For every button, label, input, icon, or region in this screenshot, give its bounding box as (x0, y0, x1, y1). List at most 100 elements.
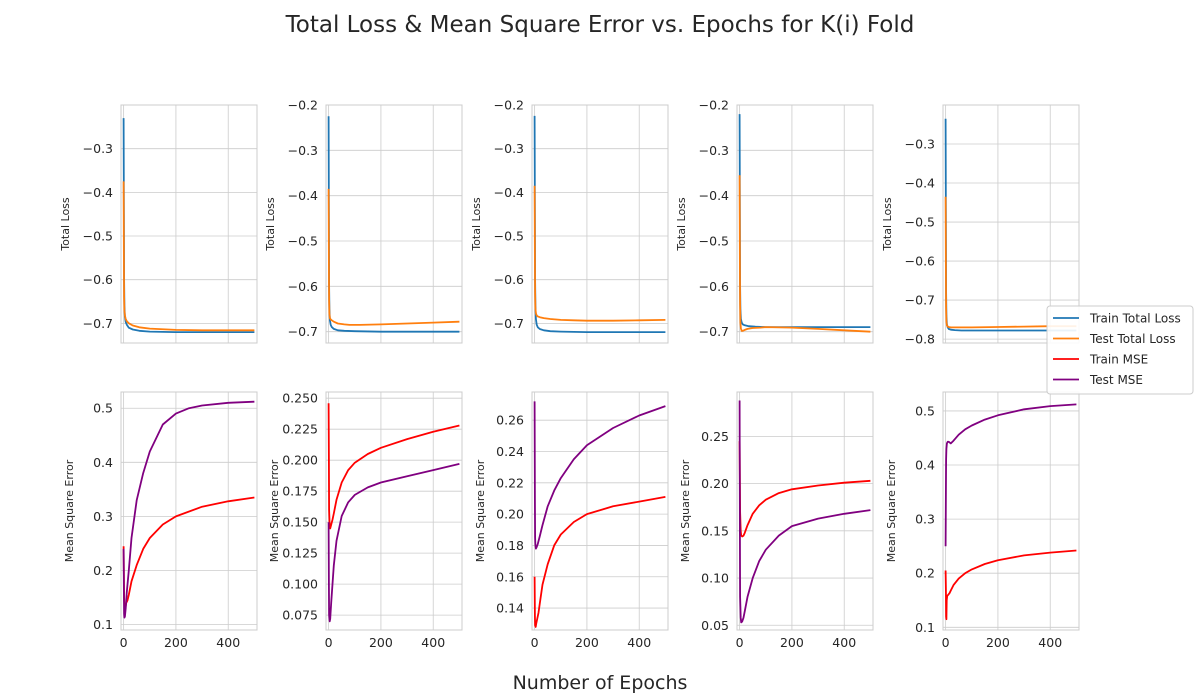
axes-frame (325, 104, 463, 344)
y-tick-label: 0.250 (282, 391, 318, 406)
x-tick-label: 0 (120, 635, 128, 650)
axes-frame (531, 104, 669, 344)
subplot-mse-fold-2: 0.075 0.100 0.125 0.150 0.175 0.200 0.225 0.250… (268, 391, 463, 650)
series-line-test-total-loss (944, 196, 1077, 329)
x-tick-label: 400 (1038, 635, 1062, 650)
y-tick-label: −0.4 (905, 176, 935, 191)
y-axis-label: Total Loss (59, 197, 72, 252)
series-line-test-mse (533, 401, 666, 550)
x-tick-label: 200 (369, 635, 393, 650)
axes-frame (736, 104, 874, 344)
y-tick-label: −0.5 (699, 234, 729, 249)
y-tick-label: −0.7 (494, 316, 524, 331)
legend-box (1046, 305, 1194, 395)
x-tick-label: 0 (736, 635, 744, 650)
x-tick-label: 200 (780, 635, 804, 650)
y-tick-label: −0.3 (905, 137, 935, 152)
figure-title: Total Loss & Mean Square Error vs. Epoch… (285, 12, 915, 38)
y-tick-label: 0.150 (282, 515, 318, 530)
y-tick-label: −0.6 (288, 279, 318, 294)
y-tick-label: −0.7 (905, 293, 935, 308)
y-tick-label: −0.7 (288, 324, 318, 339)
y-tick-label: −0.8 (905, 332, 935, 347)
figure-xlabel: Number of Epochs (513, 672, 688, 694)
series-line-train-mse (533, 496, 666, 628)
y-tick-label: −0.3 (288, 143, 318, 158)
y-tick-label: −0.5 (905, 215, 935, 230)
x-tick-label: 200 (986, 635, 1010, 650)
series-line-train-mse (327, 403, 460, 530)
y-axis-label: Total Loss (470, 197, 483, 252)
y-tick-label: 0.4 (915, 458, 935, 473)
y-tick-label: 0.125 (282, 546, 318, 561)
series-line-train-total-loss (122, 118, 255, 334)
y-tick-label: −0.7 (83, 316, 113, 331)
axes-frame (531, 391, 669, 631)
y-tick-label: −0.6 (83, 272, 113, 287)
y-tick-label: −0.5 (83, 229, 113, 244)
y-tick-label: 0.225 (282, 422, 318, 437)
legend-label: Test MSE (1089, 373, 1143, 387)
series-line-train-mse (944, 549, 1077, 621)
legend: Train Total Loss Test Total Loss Train MSE… (1046, 305, 1194, 395)
y-tick-label: 0.2 (915, 566, 935, 581)
y-tick-label: 0.14 (496, 601, 524, 616)
y-tick-label: 0.26 (496, 413, 524, 428)
y-tick-label: 0.1 (915, 620, 935, 635)
subplot-mse-fold-4: 0.05 0.10 0.15 0.20 0.25 0 200 400 Mean Square E… (679, 391, 874, 650)
x-tick-label: 400 (627, 635, 651, 650)
y-tick-label: 0.05 (701, 618, 729, 633)
x-tick-label: 400 (216, 635, 240, 650)
y-tick-label: −0.3 (83, 141, 113, 156)
y-tick-label: 0.175 (282, 484, 318, 499)
axes-frame (736, 391, 874, 631)
legend-label: Train Total Loss (1089, 312, 1181, 326)
x-tick-label: 200 (575, 635, 599, 650)
y-tick-label: −0.4 (83, 185, 113, 200)
series-line-test-mse (944, 403, 1077, 547)
y-tick-label: 0.4 (93, 455, 113, 470)
series-line-test-mse (738, 400, 871, 624)
y-tick-label: −0.4 (288, 188, 318, 203)
y-tick-label: 0.075 (282, 608, 318, 623)
y-tick-label: 0.18 (496, 538, 524, 553)
subplot-total-loss-fold-2: −0.2 −0.3 −0.4 −0.5 −0.6 −0.7 Total Loss (264, 98, 463, 344)
subplot-total-loss-fold-1: −0.3 −0.4 −0.5 −0.6 −0.7 Total Loss (59, 104, 258, 344)
y-tick-label: 0.2 (93, 563, 113, 578)
y-tick-label: −0.5 (494, 229, 524, 244)
y-tick-label: −0.4 (494, 185, 524, 200)
y-axis-label: Mean Square Error (268, 459, 281, 562)
legend-label: Train MSE (1089, 353, 1148, 367)
legend-label: Test Total Loss (1089, 332, 1176, 346)
series-line-test-total-loss (533, 185, 666, 322)
y-tick-label: −0.4 (699, 188, 729, 203)
series-line-test-total-loss (738, 175, 871, 333)
y-tick-label: 0.15 (701, 523, 729, 538)
y-tick-label: −0.3 (494, 141, 524, 156)
subplot-mse-fold-5: 0.1 0.2 0.3 0.4 0.5 0 200 400 Mean Square Error (885, 391, 1080, 650)
y-tick-label: −0.5 (288, 234, 318, 249)
x-tick-label: 0 (531, 635, 539, 650)
y-tick-label: 0.5 (93, 401, 113, 416)
x-tick-label: 400 (421, 635, 445, 650)
x-tick-label: 0 (325, 635, 333, 650)
subplot-mse-fold-1: 0.1 0.2 0.3 0.4 0.5 0 200 400 Mean Square Error (63, 391, 258, 650)
axes-frame (942, 104, 1080, 344)
y-tick-label: −0.2 (494, 98, 524, 113)
y-tick-label: 0.16 (496, 569, 524, 584)
y-tick-label: 0.20 (701, 476, 729, 491)
series-line-test-total-loss (122, 181, 255, 332)
series-line-train-total-loss (327, 116, 460, 333)
y-axis-label: Mean Square Error (474, 459, 487, 562)
axes-frame (325, 391, 463, 631)
y-tick-label: 0.24 (496, 444, 524, 459)
y-tick-label: −0.2 (288, 98, 318, 113)
y-axis-label: Mean Square Error (679, 459, 692, 562)
axes-frame (942, 391, 1080, 631)
y-tick-label: −0.2 (699, 98, 729, 113)
subplot-total-loss-fold-3: −0.2 −0.3 −0.4 −0.5 −0.6 −0.7 Total Loss (470, 98, 669, 344)
y-tick-label: −0.3 (699, 143, 729, 158)
y-axis-label: Mean Square Error (885, 459, 898, 562)
x-tick-label: 400 (832, 635, 856, 650)
y-tick-label: −0.6 (494, 272, 524, 287)
